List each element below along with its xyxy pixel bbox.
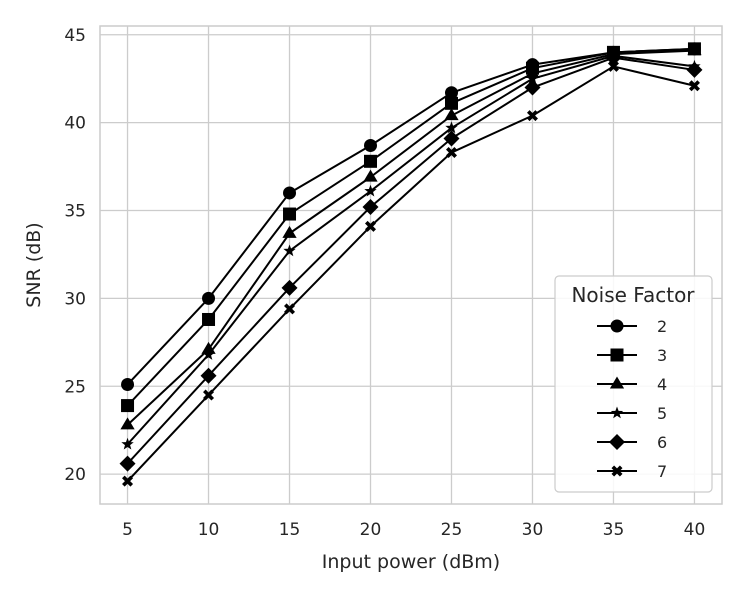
data-point-square: [364, 154, 378, 168]
legend: Noise Factor 2 3 4 5 6 7: [554, 275, 713, 493]
data-point-x: [203, 389, 215, 401]
x-axis-ticks: 5 10 15 20 25 30 35 40: [122, 520, 705, 540]
data-point-star: [445, 121, 458, 134]
y-tick-label: 20: [64, 465, 86, 485]
x-tick-label: 25: [441, 520, 463, 540]
series-line-6: [126, 56, 695, 465]
legend-label: 4: [657, 375, 667, 394]
data-point-triangle: [444, 108, 459, 121]
legend-marker-square: [610, 348, 624, 362]
data-point-diamond: [200, 367, 217, 384]
legend-label: 7: [657, 462, 667, 481]
x-tick-label: 20: [360, 520, 382, 540]
y-tick-label: 25: [64, 377, 86, 397]
data-point-triangle: [282, 225, 297, 238]
x-tick-label: 15: [279, 520, 301, 540]
legend-label: 6: [657, 433, 667, 452]
data-point-square: [444, 96, 458, 110]
data-point-star: [364, 184, 377, 197]
data-point-x: [607, 60, 619, 72]
x-tick-label: 30: [522, 520, 544, 540]
data-point-x: [445, 147, 457, 159]
legend-title: Noise Factor: [571, 283, 695, 307]
data-point-star: [526, 72, 539, 84]
data-point-triangle: [363, 169, 378, 182]
data-point-star: [202, 348, 215, 360]
data-point-star: [283, 244, 296, 257]
series-line-3: [126, 47, 695, 407]
data-point-circle: [283, 186, 297, 200]
legend-marker-star: [610, 406, 624, 419]
data-point-x: [526, 110, 538, 122]
data-point-square: [283, 207, 297, 221]
data-point-circle: [364, 139, 378, 152]
data-point-diamond: [524, 79, 541, 96]
x-axis-label: Input power (dBm): [322, 551, 500, 573]
y-tick-label: 40: [64, 114, 86, 134]
data-point-triangle: [201, 341, 216, 354]
y-tick-label: 30: [64, 289, 86, 309]
data-point-triangle: [687, 43, 702, 56]
data-point-square: [202, 312, 216, 326]
legend-label: 2: [657, 317, 667, 336]
data-point-triangle: [120, 417, 135, 430]
data-point-circle: [202, 291, 216, 305]
series-line-7: [126, 65, 695, 482]
x-tick-label: 40: [684, 520, 706, 540]
legend-marker-circle: [610, 319, 624, 333]
data-point-x: [284, 303, 296, 315]
series-lines: [126, 47, 695, 482]
legend-items: 2 3 4 5 6 7: [597, 317, 667, 481]
data-point-square: [121, 399, 135, 413]
data-point-diamond: [443, 130, 460, 147]
y-axis-label: SNR (dB): [23, 222, 45, 307]
series-line-5: [126, 54, 695, 445]
legend-marker-x: [611, 465, 623, 477]
series-markers: [119, 42, 703, 487]
data-point-x: [365, 220, 377, 232]
data-point-diamond: [281, 279, 298, 296]
data-point-x: [122, 475, 134, 487]
data-point-x: [688, 80, 700, 92]
x-tick-label: 5: [122, 520, 133, 540]
x-tick-label: 35: [603, 520, 625, 540]
y-tick-label: 35: [64, 202, 86, 222]
series-line-4: [126, 49, 695, 426]
data-point-triangle: [525, 65, 540, 78]
data-point-star: [121, 437, 134, 450]
data-point-diamond: [119, 455, 136, 472]
data-point-circle: [444, 86, 458, 100]
plot-frame: [99, 25, 723, 505]
y-tick-label: 45: [64, 26, 86, 46]
y-axis-ticks: 20 25 30 35 40 45: [64, 26, 86, 485]
data-point-diamond: [362, 199, 379, 216]
legend-marker-diamond: [609, 434, 625, 450]
legend-label: 5: [657, 404, 667, 423]
data-point-diamond: [686, 61, 703, 78]
legend-label: 3: [657, 346, 667, 365]
legend-marker-triangle: [609, 376, 625, 389]
x-tick-label: 10: [198, 520, 220, 540]
data-point-diamond: [605, 49, 622, 66]
data-point-circle: [121, 378, 135, 391]
